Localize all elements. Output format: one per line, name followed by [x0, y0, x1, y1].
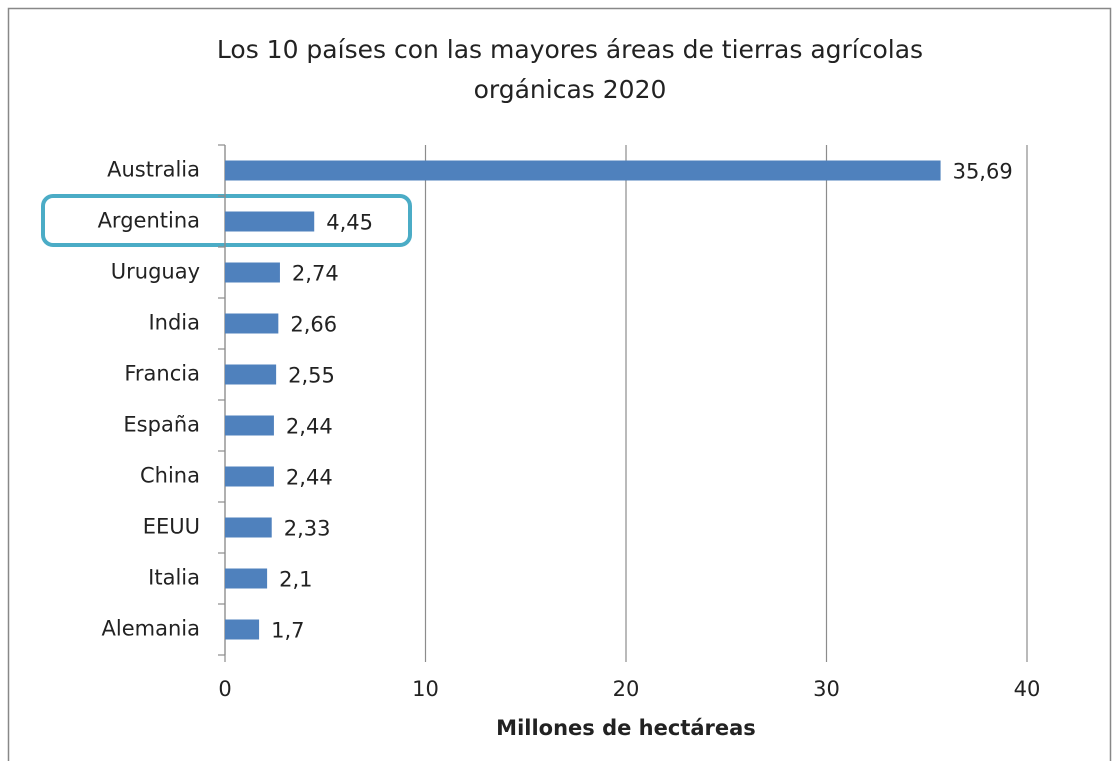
- bar: [225, 568, 268, 589]
- bar: [225, 160, 941, 181]
- x-tick-label: 30: [813, 677, 840, 701]
- y-tick-label: Italia: [148, 566, 200, 590]
- x-tick-label: 0: [218, 677, 231, 701]
- bar: [225, 415, 274, 436]
- data-label: 1,7: [271, 619, 304, 643]
- x-axis-title: Millones de hectáreas: [496, 716, 756, 740]
- y-tick-label: España: [123, 413, 200, 437]
- data-label: 2,33: [284, 517, 331, 541]
- bar: [225, 262, 280, 283]
- data-label: 2,74: [292, 262, 339, 286]
- chart-title: Los 10 países con las mayores áreas de t…: [216, 35, 924, 104]
- y-tick-label: China: [140, 464, 200, 488]
- y-tick-label: Francia: [124, 362, 200, 386]
- x-tick-label: 10: [412, 677, 439, 701]
- data-label: 2,55: [288, 364, 335, 388]
- bar: [225, 211, 315, 232]
- data-label: 2,44: [286, 466, 333, 490]
- x-tick-label: 20: [613, 677, 640, 701]
- y-tick-label: Alemania: [102, 617, 200, 641]
- bar: [225, 466, 274, 487]
- data-label: 4,45: [326, 211, 373, 235]
- bar: [225, 313, 279, 334]
- data-label: 2,1: [279, 568, 312, 592]
- y-tick-label: Uruguay: [111, 260, 200, 284]
- data-label: 35,69: [953, 160, 1013, 184]
- y-tick-label: EEUU: [143, 515, 200, 539]
- data-label: 2,44: [286, 415, 333, 439]
- x-tick-label: 40: [1014, 677, 1041, 701]
- bar: [225, 619, 260, 640]
- data-label: 2,66: [290, 313, 337, 337]
- bar: [225, 517, 272, 538]
- bar: [225, 364, 277, 385]
- chart-border: [7, 7, 1112, 761]
- y-tick-label: Argentina: [98, 209, 200, 233]
- y-tick-label: Australia: [107, 158, 200, 182]
- y-tick-label: India: [148, 311, 200, 335]
- highlight-box: [41, 194, 412, 247]
